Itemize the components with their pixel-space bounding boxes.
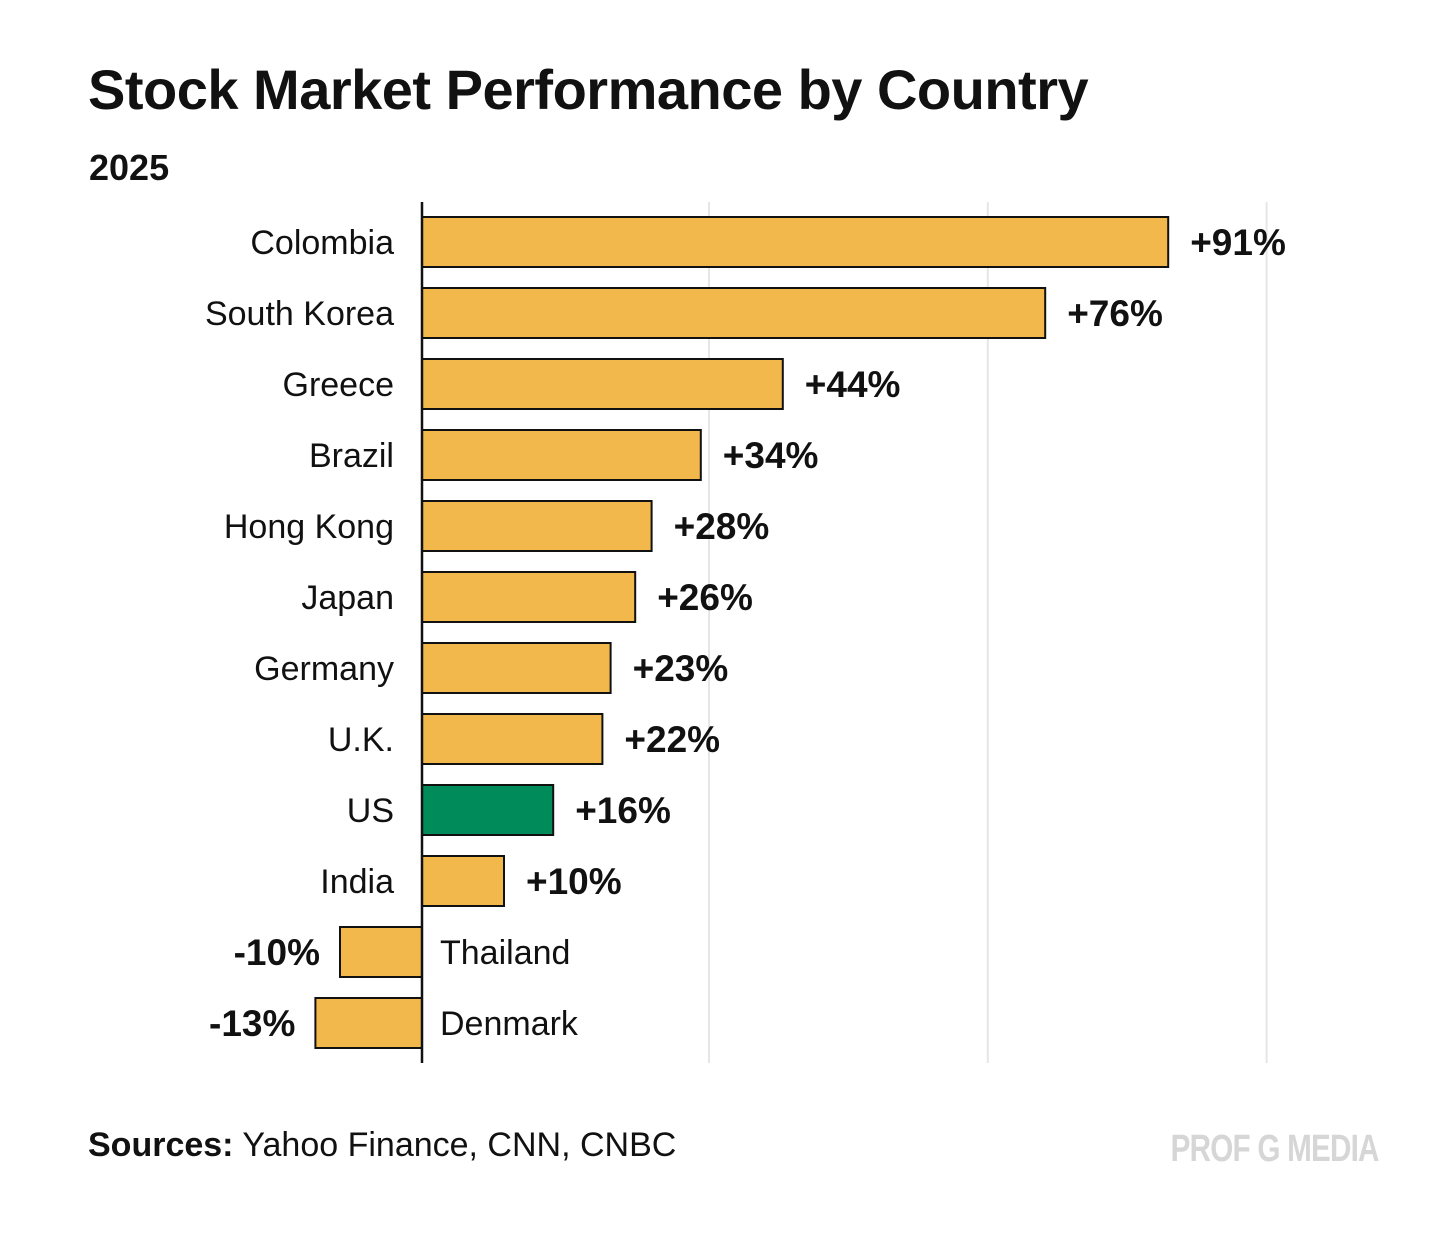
value-label-colombia: +91% [1190,222,1286,263]
chart-title: Stock Market Performance by Country [88,58,1089,121]
bar-germany [421,642,612,694]
category-label-japan: Japan [301,579,394,617]
value-label-south-korea: +76% [1067,293,1163,334]
category-label-denmark: Denmark [440,1005,579,1043]
category-label-germany: Germany [254,650,394,688]
brand-logo: PROF G MEDIA [1170,1128,1380,1170]
bar-colombia [421,216,1170,268]
gridlines [708,202,1268,1063]
bar-u-k [421,713,604,765]
bar-hong-kong [421,500,653,552]
bar-us [421,784,555,836]
value-label-u-k: +22% [624,719,720,760]
bar-india [421,855,505,907]
value-label-germany: +23% [633,648,729,689]
category-label-south-korea: South Korea [205,295,394,333]
category-label-hong-kong: Hong Kong [224,508,394,546]
bar-greece [421,358,784,410]
category-label-brazil: Brazil [309,437,394,475]
sources-label: Sources: [88,1126,234,1164]
value-label-denmark: -13% [209,1003,295,1044]
category-label-us: US [347,792,394,830]
value-label-us: +16% [575,790,671,831]
sources-text: Yahoo Finance, CNN, CNBC [242,1126,677,1164]
category-label-colombia: Colombia [250,224,394,262]
category-label-u-k: U.K. [328,721,394,759]
value-label-thailand: -10% [234,932,320,973]
value-label-brazil: +34% [723,435,819,476]
value-label-greece: +44% [805,364,901,405]
category-label-thailand: Thailand [440,934,570,972]
bar-japan [421,571,637,623]
labels: Colombia +91% South Korea +76% Greece +44% Bra… [205,222,1286,1044]
bar-brazil [421,429,702,481]
value-label-hong-kong: +28% [674,506,770,547]
value-label-india: +10% [526,861,622,902]
category-label-greece: Greece [283,366,395,404]
value-label-japan: +26% [657,577,753,618]
bar-thailand [339,926,423,978]
bars [314,216,1170,1049]
bar-denmark [314,997,423,1049]
bar-south-korea [421,287,1047,339]
sources-note: Sources: Yahoo Finance, CNN, CNBC [88,1128,676,1162]
category-label-india: India [320,863,394,901]
chart-subtitle: 2025 [89,147,170,188]
